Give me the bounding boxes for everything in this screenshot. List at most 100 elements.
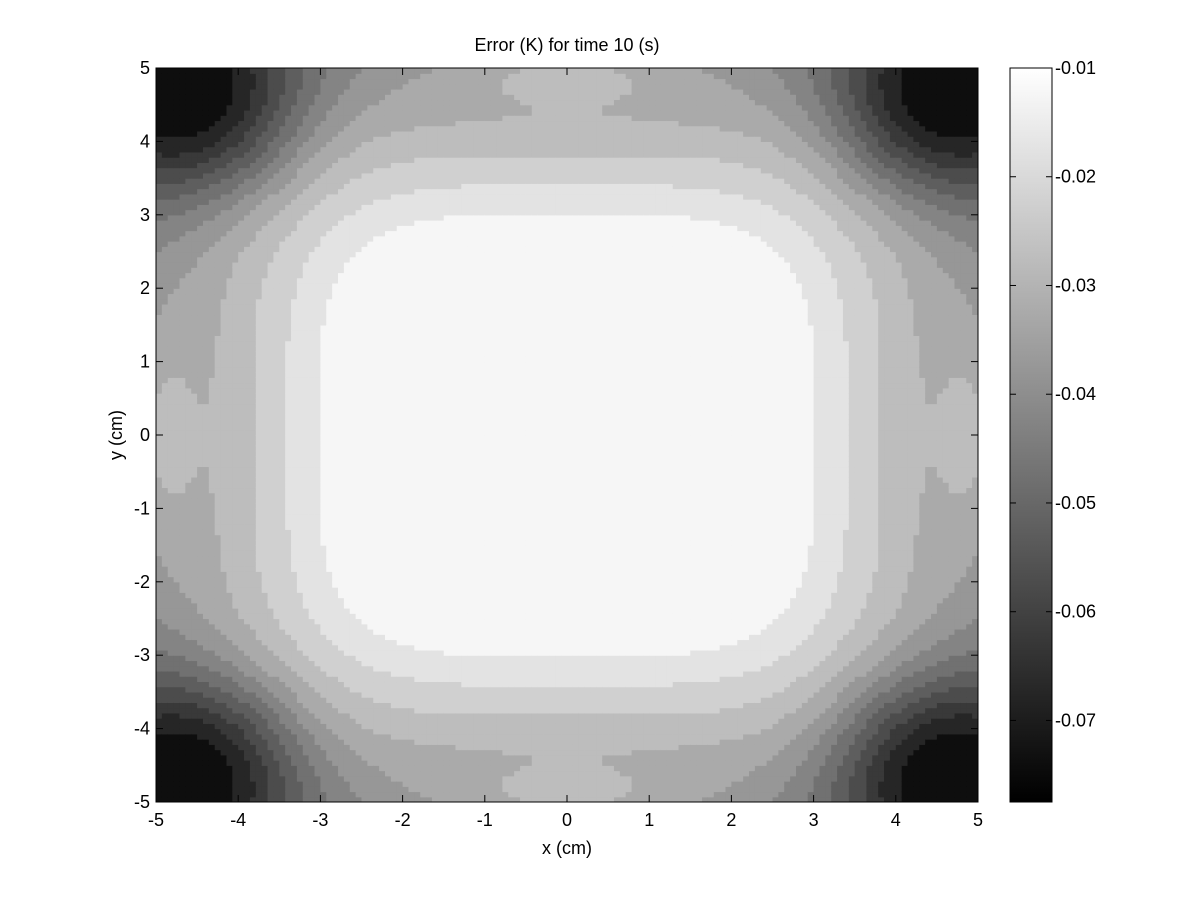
contour-cell xyxy=(185,157,192,163)
contour-cell xyxy=(261,592,269,599)
contour-cell xyxy=(349,293,357,300)
contour-cell xyxy=(308,754,316,761)
contour-cell xyxy=(285,581,292,588)
contour-cell xyxy=(185,167,192,174)
contour-cell xyxy=(226,256,233,263)
contour-cell xyxy=(355,146,363,153)
contour-cell xyxy=(261,199,269,205)
contour-cell xyxy=(226,335,233,342)
contour-cell xyxy=(179,94,186,101)
contour-cell xyxy=(314,649,321,656)
contour-cell xyxy=(261,786,269,793)
contour-cell xyxy=(332,566,339,572)
contour-cell xyxy=(249,770,257,777)
contour-cell xyxy=(232,608,239,614)
contour-cell xyxy=(226,151,233,158)
contour-cell xyxy=(226,445,233,452)
contour-cell xyxy=(302,749,310,756)
contour-cell xyxy=(197,298,204,305)
contour-cell xyxy=(302,618,310,625)
contour-cell xyxy=(332,73,339,80)
contour-cell xyxy=(197,670,204,677)
contour-cell xyxy=(202,765,210,772)
contour-cell xyxy=(338,99,345,106)
contour-cell xyxy=(308,340,316,347)
contour-cell xyxy=(161,670,169,677)
contour-cell xyxy=(296,639,304,646)
contour-cell xyxy=(332,508,339,515)
contour-cell xyxy=(173,220,181,226)
contour-cell xyxy=(255,623,263,630)
contour-cell xyxy=(296,408,304,415)
contour-cell xyxy=(191,660,198,667)
contour-cell xyxy=(244,602,251,609)
contour-cell xyxy=(202,251,210,258)
contour-cell xyxy=(308,539,316,546)
contour-cell xyxy=(156,277,163,284)
contour-cell xyxy=(167,387,175,394)
contour-cell xyxy=(220,529,228,536)
contour-cell xyxy=(202,508,210,515)
contour-cell xyxy=(296,566,304,572)
contour-cell xyxy=(220,707,228,714)
contour-cell xyxy=(208,251,216,258)
contour-cell xyxy=(167,309,175,316)
contour-cell xyxy=(332,193,339,200)
contour-cell xyxy=(308,455,316,462)
contour-cell xyxy=(261,503,269,509)
contour-cell xyxy=(285,235,292,242)
contour-cell xyxy=(202,282,210,289)
contour-cell xyxy=(349,754,357,761)
contour-cell xyxy=(208,115,216,122)
contour-cell xyxy=(343,136,351,142)
contour-cell xyxy=(361,497,368,504)
contour-cell xyxy=(161,414,169,420)
contour-cell xyxy=(249,356,257,363)
contour-cell xyxy=(314,545,321,551)
contour-cell xyxy=(267,670,275,677)
contour-cell xyxy=(226,560,233,567)
contour-cell xyxy=(296,791,304,798)
contour-cell xyxy=(355,770,363,777)
contour-cell xyxy=(232,450,239,457)
contour-cell xyxy=(232,356,239,363)
contour-cell xyxy=(349,366,357,373)
contour-cell xyxy=(161,676,169,683)
contour-cell xyxy=(249,372,257,378)
contour-cell xyxy=(291,277,298,284)
contour-cell xyxy=(208,691,216,698)
contour-cell xyxy=(191,723,198,730)
contour-cell xyxy=(296,330,304,336)
contour-cell xyxy=(191,545,198,551)
contour-cell xyxy=(267,235,275,242)
contour-cell xyxy=(279,267,286,274)
contour-cell xyxy=(355,702,363,709)
contour-cell xyxy=(185,251,192,258)
contour-cell xyxy=(156,293,163,300)
contour-cell xyxy=(302,99,310,106)
contour-cell xyxy=(255,387,263,394)
contour-cell xyxy=(338,670,345,677)
contour-cell xyxy=(302,644,310,651)
contour-cell xyxy=(173,183,181,190)
contour-cell xyxy=(267,230,275,237)
contour-cell xyxy=(161,167,169,174)
contour-cell xyxy=(349,529,357,536)
contour-cell xyxy=(279,68,286,74)
contour-cell xyxy=(279,298,286,305)
contour-cell xyxy=(214,623,222,630)
contour-cell xyxy=(202,712,210,719)
contour-cell xyxy=(361,697,368,703)
contour-cell xyxy=(167,324,175,331)
contour-cell xyxy=(332,576,339,583)
contour-cell xyxy=(332,78,339,85)
contour-cell xyxy=(226,435,233,441)
contour-cell xyxy=(285,534,292,541)
contour-cell xyxy=(249,225,257,232)
contour-cell xyxy=(191,366,198,373)
contour-cell xyxy=(349,796,357,802)
contour-cell xyxy=(261,796,269,802)
contour-cell xyxy=(167,529,175,536)
contour-cell xyxy=(332,518,339,525)
contour-cell xyxy=(197,204,204,211)
